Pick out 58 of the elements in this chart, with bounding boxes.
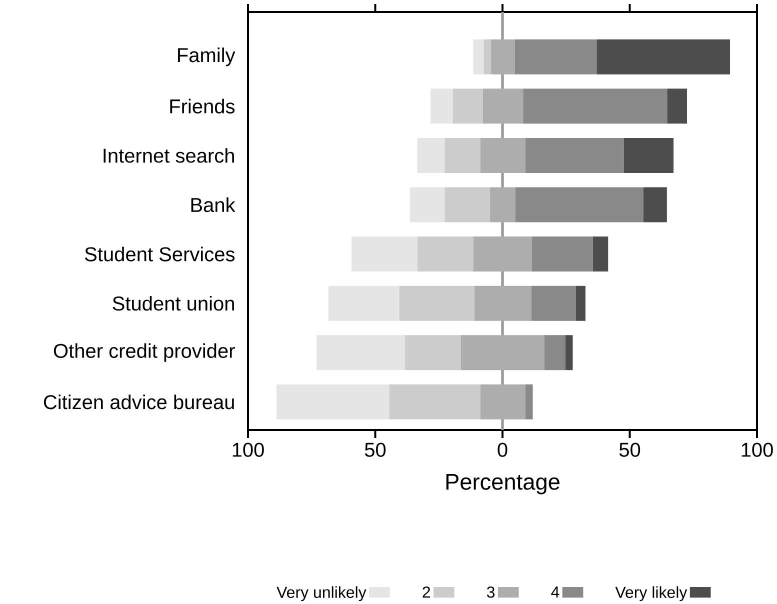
legend-label: Very likely (615, 586, 688, 602)
bar (565, 335, 573, 370)
bar (328, 286, 400, 321)
legend-label: 3 (486, 586, 495, 598)
x-tick-label: 0 (498, 442, 508, 457)
x-tick-label: 100 (742, 442, 773, 457)
bar (410, 187, 445, 222)
bar (418, 236, 474, 272)
bar (667, 88, 688, 124)
bar (480, 384, 526, 420)
bar (644, 187, 667, 222)
bar (596, 39, 730, 74)
bar (525, 384, 533, 420)
bar (460, 335, 544, 370)
bar (514, 39, 597, 74)
bar (491, 39, 515, 74)
bar (532, 286, 576, 321)
bar (523, 88, 668, 124)
y-tick-label: Student union (112, 296, 234, 311)
bar (515, 187, 644, 222)
y-tick-label: Other credit provider (54, 343, 235, 362)
bar (484, 39, 492, 74)
y-tick-label: Citizen advice bureau (44, 394, 234, 410)
bar (389, 384, 480, 420)
x-tick-label: 50 (364, 442, 386, 457)
bar (490, 187, 516, 222)
bar (576, 286, 586, 321)
bar (399, 286, 475, 321)
bar (316, 335, 406, 370)
legend-label: 2 (422, 586, 430, 598)
bar (544, 335, 566, 370)
bar (352, 236, 418, 272)
x-tick-label: 50 (619, 442, 640, 457)
bar (405, 335, 461, 370)
bar (482, 88, 524, 124)
y-tick-label: Family (178, 48, 236, 66)
bar (480, 138, 526, 173)
bar (473, 39, 484, 74)
y-tick-label: Bank (191, 197, 236, 212)
bar (624, 138, 674, 173)
bar (474, 286, 532, 321)
bar (532, 236, 593, 272)
bar (276, 384, 390, 420)
bar (417, 138, 445, 173)
bar (473, 236, 532, 272)
bar (452, 88, 483, 124)
x-axis-title: Percentage (446, 474, 560, 494)
y-tick-label: Friends (170, 98, 235, 114)
y-tick-label: Internet search (104, 148, 234, 163)
bar (592, 236, 608, 272)
bar (444, 138, 480, 173)
bar (525, 138, 624, 173)
bar (430, 88, 453, 124)
x-tick-label: 100 (232, 442, 264, 457)
legend-label: Very unlikely (276, 586, 366, 602)
bar (444, 187, 490, 222)
legend-label: 4 (551, 586, 560, 598)
y-tick-label: Student Services (85, 246, 235, 262)
